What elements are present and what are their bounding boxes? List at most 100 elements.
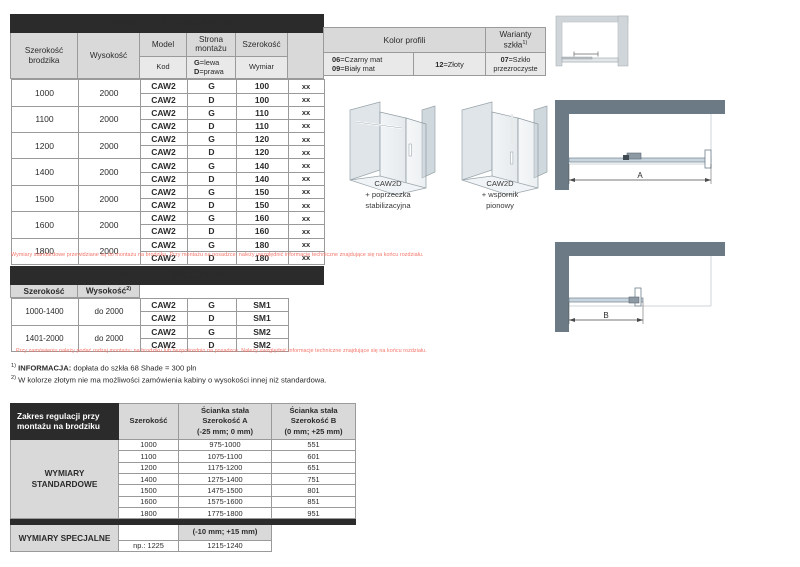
header-warianty-szkla: Warianty szkła1) xyxy=(485,27,546,53)
table-row: 1401-2000 do 2000 CAW2 G SM2 xyxy=(10,324,324,352)
cell-model: CAW2 xyxy=(139,211,188,226)
color-glass-header-row: Kolor profili Warianty szkła1) xyxy=(323,27,546,53)
special-title-row: WYMIARY SPECJALNE xyxy=(9,266,325,285)
cabin-illustration-2 xyxy=(461,101,548,196)
cell-color-code: xx xyxy=(287,105,325,120)
standard-table-title: WYMIARY STANDARDOWE xyxy=(9,14,325,33)
cell-szerokosc: 100 xyxy=(235,92,289,107)
cell-szerokosc-brodzika: 1100 xyxy=(10,105,79,134)
subheader-szklo-przezroczyste: 07=Szkło przezroczyste xyxy=(485,52,546,76)
regulation-corner-title: Zakres regulacji przy montażu na brodziku xyxy=(10,403,119,440)
cabin-caption-2: CAW2D + wspornik pionowy xyxy=(481,179,519,210)
cell-special-szerokosc: 1401-2000 xyxy=(10,324,79,352)
color-glass-header-table: Kolor profili Warianty szkła1) 06=Czarny… xyxy=(323,27,546,76)
cell-regulation-a: 1075-1100 xyxy=(178,450,272,463)
cell-regulation-b: 601 xyxy=(271,450,356,463)
cell-strona-montazu: G xyxy=(186,132,237,147)
table-row: 1100 1075-1100 601 xyxy=(11,450,356,463)
cell-special-model: CAW2 xyxy=(139,324,188,339)
special-body-rows: 1000-1400 do 2000 CAW2 G SM1 CAW2 D SM1 1401-200… xyxy=(10,298,324,352)
special-dimensions-table: WYMIARY SPECJALNE Szerokość Wysokość2) xyxy=(9,266,325,352)
special-body-wrapper: 1000-1400 do 2000 CAW2 G SM1 CAW2 D SM1 1401-200… xyxy=(10,298,324,352)
cell-szerokosc: 110 xyxy=(235,105,289,120)
standard-table-note: Wymiary standardowe przewidziane są do m… xyxy=(11,252,424,258)
table-row: CAW2 D 180 xx xyxy=(11,250,325,265)
cell-model: CAW2 xyxy=(139,184,188,200)
cell-regulation-szerokosc: 1500 xyxy=(118,484,179,497)
cell-regulation-a: 1275-1400 xyxy=(178,472,272,486)
regulation-header-a: Ścianka stała Szerokość A (-25 mm; 0 mm) xyxy=(178,403,272,440)
header-model: Model xyxy=(139,32,187,57)
cell-regulation-b: 801 xyxy=(271,484,356,497)
cell-special-model: CAW2 xyxy=(139,337,188,352)
cell-special-szerokosc: 1000-1400 xyxy=(10,298,79,326)
dimension-label-b: B xyxy=(603,311,608,320)
regulation-special-row: np.: 1225 1215-1240 xyxy=(11,539,356,553)
regulation-header-szerokosc: Szerokość xyxy=(118,403,179,440)
subheader-wymiar: Wymiar xyxy=(235,55,288,80)
color-glass-subheader-row: 06=Czarny mat 09=Biały mat 12=Złoty 07=S… xyxy=(323,52,546,76)
cell-szerokosc-brodzika: 1800 xyxy=(10,237,79,265)
cell-szerokosc-brodzika: 1400 xyxy=(10,158,79,186)
cell-color-code: xx xyxy=(287,79,325,94)
cell-wysokosc: 2000 xyxy=(77,79,141,107)
cell-szerokosc: 180 xyxy=(235,237,289,252)
cell-color-code: xx xyxy=(287,197,325,213)
cell-model: CAW2 xyxy=(139,158,188,173)
cell-strona-montazu: G xyxy=(186,158,237,173)
drawing-plan-b: B xyxy=(555,242,725,332)
cell-special-kod: SM2 xyxy=(235,337,289,352)
standard-rows-table: 1000 2000 CAW2 G 100 xx CAW2 D 100 xx 1100 2000 CAW2… xyxy=(10,79,325,265)
cell-regulation-b: 551 xyxy=(271,438,356,452)
cell-regulation-b: 851 xyxy=(271,495,356,509)
subheader-kolor-zloty: 12=Złoty xyxy=(413,52,486,76)
cell-regulation-b: 951 xyxy=(271,507,356,520)
cell-regulation-a: 1575-1600 xyxy=(178,495,272,509)
cell-strona-montazu: G xyxy=(186,211,237,226)
cell-color-code: xx xyxy=(287,237,325,252)
table-row: 1000-1400 do 2000 CAW2 G SM1 xyxy=(10,298,324,326)
cell-wysokosc: 2000 xyxy=(77,132,141,160)
cell-color-code: xx xyxy=(287,224,325,239)
cell-special-kod: SM1 xyxy=(235,298,289,313)
cell-szerokosc: 150 xyxy=(235,197,289,213)
cabin-illustration-1 xyxy=(349,101,436,196)
header-special-wysokosc: Wysokość2) xyxy=(77,283,140,299)
cell-special-strona: G xyxy=(186,324,237,339)
cell-model: CAW2 xyxy=(139,105,188,120)
regulation-special-label: WYMIARY SPECJALNE xyxy=(10,524,119,553)
regulation-header-b: Ścianka stała Szerokość B (0 mm; +25 mm) xyxy=(271,403,356,440)
table-body-rows: 1000 2000 CAW2 G 100 xx CAW2 D 100 xx 1100 2000 CAW2… xyxy=(10,79,325,265)
cell-color-code: xx xyxy=(287,92,325,107)
cell-special-model: CAW2 xyxy=(139,298,188,313)
regulation-range-table: Zakres regulacji przy montażu na brodziku… xyxy=(10,403,356,553)
cell-model: CAW2 xyxy=(139,118,188,134)
regulation-special-range-header: (-10 mm; +15 mm) xyxy=(178,524,272,541)
cell-szerokosc-brodzika: 1000 xyxy=(10,79,79,107)
regulation-special-empty xyxy=(271,524,356,541)
body-wrapper-cell: 1000 2000 CAW2 G 100 xx CAW2 D 100 xx 1100 2000 CAW2… xyxy=(10,79,325,265)
table-row: 1600 2000 CAW2 G 160 xx xyxy=(10,211,325,239)
cell-wysokosc: 2000 xyxy=(77,184,141,213)
table-row: WYMIARY STANDARDOWE 1000 975-1000 551 xyxy=(10,438,356,520)
cell-regulation-b: 651 xyxy=(271,461,356,474)
cell-szerokosc: 100 xyxy=(235,79,289,94)
cell-model: CAW2 xyxy=(139,145,188,160)
table-row: 1800 1775-1800 951 xyxy=(11,507,356,520)
footnote-two: 2) W kolorze złotym nie ma możliwości za… xyxy=(11,375,327,385)
cell-model: CAW2 xyxy=(139,250,188,265)
regulation-special-blank xyxy=(118,524,179,541)
table-subheader-row: Kod G=lewa D=prawa Wymiar xyxy=(11,55,324,80)
cell-regulation-a: 975-1000 xyxy=(178,438,272,452)
regulation-header-row: Zakres regulacji przy montażu na brodziku… xyxy=(10,403,356,440)
header-wysokosc: Wysokość xyxy=(77,31,140,80)
cell-szerokosc: 140 xyxy=(235,158,289,173)
cell-model: CAW2 xyxy=(139,92,188,107)
table-row: 1800 2000 CAW2 G 180 xx xyxy=(10,237,325,265)
cell-special-model: CAW2 xyxy=(139,311,188,326)
cell-color-code: xx xyxy=(287,184,325,200)
cell-szerokosc-brodzika: 1200 xyxy=(10,132,79,160)
cell-regulation-a: 1475-1500 xyxy=(178,484,272,497)
cell-special-strona: G xyxy=(186,298,237,313)
